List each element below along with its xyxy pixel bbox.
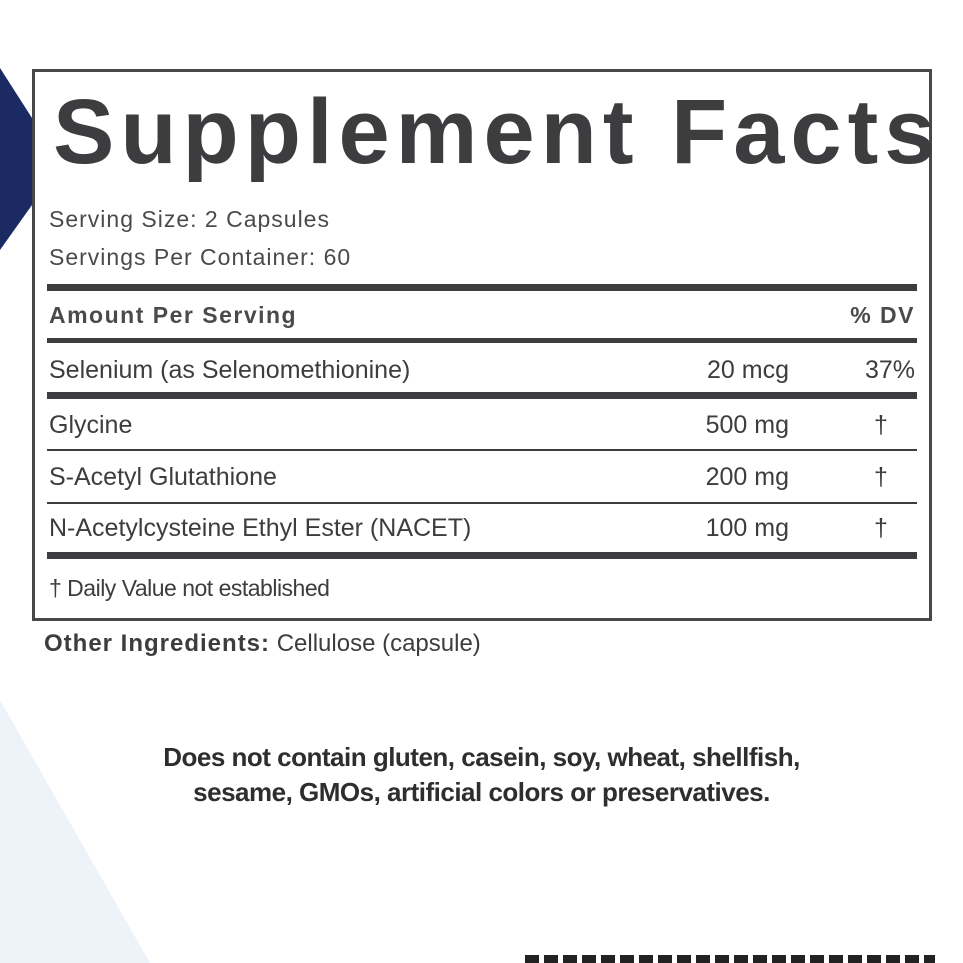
ingredient-amount: 200 mg <box>705 463 789 491</box>
allergen-statement: Does not contain gluten, casein, soy, wh… <box>0 740 963 810</box>
other-ingredients-label: Other Ingredients: <box>44 630 271 657</box>
footnote: † Daily Value not established <box>49 575 330 601</box>
allergen-line-2: sesame, GMOs, artificial colors or prese… <box>193 777 770 807</box>
panel-title: Supplement Facts <box>53 81 942 183</box>
dv-header: % DV <box>850 302 915 328</box>
navy-chevron-shape <box>0 68 32 250</box>
cropped-text-strip <box>525 955 935 963</box>
ingredient-amount: 500 mg <box>705 411 789 439</box>
thick-divider <box>47 552 917 559</box>
servings-per-container: Servings Per Container: 60 <box>49 244 352 270</box>
other-ingredients: Other Ingredients: Cellulose (capsule) <box>44 630 481 658</box>
ingredient-dv: 37% <box>864 356 915 384</box>
ingredient-dv: † <box>874 411 888 439</box>
allergen-line-1: Does not contain gluten, casein, soy, wh… <box>163 742 800 772</box>
supplement-facts-panel: Supplement Facts Serving Size: 2 Capsule… <box>32 69 935 621</box>
ingredient-amount: 100 mg <box>705 514 789 542</box>
table-row: S-Acetyl Glutathione 200 mg † <box>49 463 915 493</box>
divider <box>47 449 917 451</box>
table-row: N-Acetylcysteine Ethyl Ester (NACET) 100… <box>49 514 915 544</box>
ingredient-name: Glycine <box>49 411 133 439</box>
ingredient-amount: 20 mcg <box>707 356 789 384</box>
table-row: Selenium (as Selenomethionine) 20 mcg 37… <box>49 356 915 386</box>
divider <box>47 338 917 343</box>
table-header: Amount Per Serving % DV <box>49 302 915 332</box>
ingredient-dv: † <box>874 463 888 491</box>
other-ingredients-value: Cellulose (capsule) <box>276 630 481 657</box>
ingredient-name: Selenium (as Selenomethionine) <box>49 356 411 384</box>
light-blue-shape <box>0 700 150 963</box>
ingredient-name: S-Acetyl Glutathione <box>49 463 277 491</box>
ingredient-name: N-Acetylcysteine Ethyl Ester (NACET) <box>49 514 472 542</box>
divider <box>47 392 917 399</box>
thick-divider <box>47 284 917 291</box>
table-row: Glycine 500 mg † <box>49 411 915 441</box>
serving-size: Serving Size: 2 Capsules <box>49 206 330 232</box>
amount-header: Amount Per Serving <box>49 302 298 328</box>
divider <box>47 502 917 504</box>
ingredient-dv: † <box>874 514 888 542</box>
